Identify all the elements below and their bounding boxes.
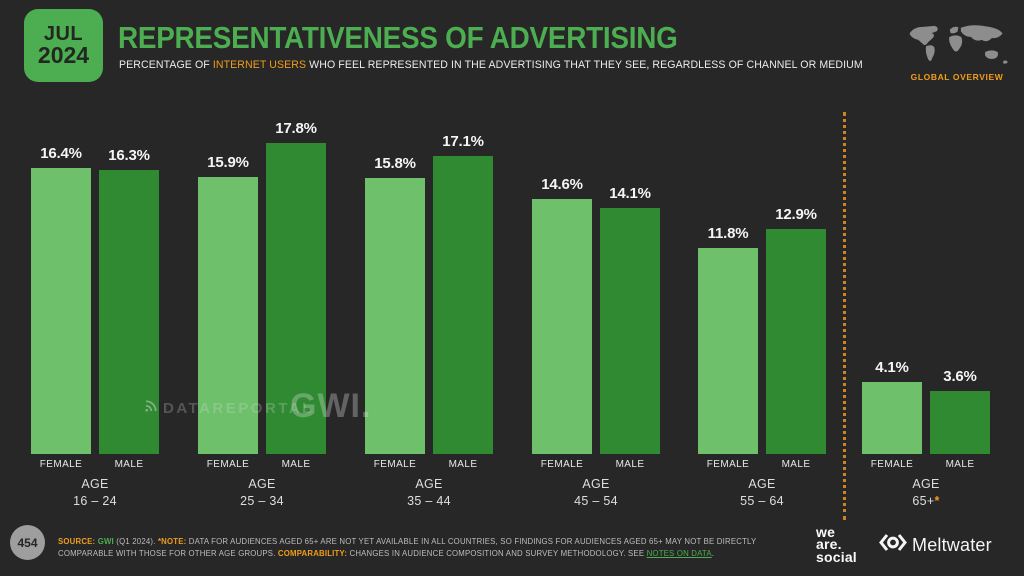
bar-female (365, 178, 425, 454)
bar-male (600, 208, 660, 454)
bars: 16.4% 16.3% (31, 99, 159, 454)
we-are-social-line: social (816, 548, 857, 565)
female-label: FEMALE (39, 459, 83, 470)
world-map-icon (902, 22, 1012, 68)
value-label-male: 17.1% (442, 133, 484, 150)
value-label-female: 15.8% (374, 155, 416, 172)
bar-male (766, 229, 826, 454)
bar-group-25---34: FEMALE MALE 15.9% 17.8% AGE 25 – 34 (198, 99, 326, 519)
page-subtitle: PERCENTAGE OF INTERNET USERS WHO FEEL RE… (119, 59, 863, 71)
male-label: MALE (945, 459, 975, 470)
bar-group-55---64: FEMALE MALE 11.8% 12.9% AGE 55 – 64 (698, 99, 826, 519)
source-note-segment: SOURCE: (58, 537, 98, 546)
meltwater-logo: Meltwater (878, 533, 992, 557)
source-note-segment: DATA FOR AUDIENCES AGED 65+ ARE NOT YET … (58, 537, 757, 559)
male-label: MALE (448, 459, 478, 470)
female-label: FEMALE (373, 459, 417, 470)
value-label-male: 12.9% (775, 206, 817, 223)
value-label-male: 3.6% (943, 368, 977, 385)
page-title: REPRESENTATIVENESS OF ADVERTISING (118, 20, 678, 55)
value-label-male: 14.1% (609, 185, 651, 202)
bar-male (930, 391, 990, 454)
bars: 4.1% 3.6% (862, 99, 990, 454)
gwi-watermark: GWI. (290, 387, 372, 425)
bar-female (198, 177, 258, 454)
global-overview: GLOBAL OVERVIEW (902, 22, 1012, 82)
value-label-male: 17.8% (275, 120, 317, 137)
age-group-label: AGE 65+* (912, 477, 940, 508)
female-label: FEMALE (206, 459, 250, 470)
female-label: FEMALE (540, 459, 584, 470)
age-65-divider (843, 112, 846, 520)
notes-on-data-link[interactable]: NOTES ON DATA (646, 549, 712, 559)
female-label: FEMALE (870, 459, 914, 470)
value-label-female: 16.4% (40, 145, 82, 162)
source-note-segment: *NOTE: (157, 537, 189, 546)
source-note-segment: (Q1 2024). (116, 537, 158, 546)
age-group-label: AGE 45 – 54 (574, 477, 618, 508)
bar-group-35---44: FEMALE MALE 15.8% 17.1% AGE 35 – 44 (365, 99, 493, 519)
subtitle-highlight: INTERNET USERS (212, 59, 307, 71)
datareportal-text: DATAREPORTAL (163, 400, 314, 417)
source-note-segment: CHANGES IN AUDIENCE COMPOSITION AND SURV… (349, 549, 647, 559)
we-are-social-line: are. (816, 536, 842, 553)
global-overview-label: GLOBAL OVERVIEW (910, 72, 1004, 82)
value-label-female: 14.6% (541, 176, 583, 193)
bar-female (862, 382, 922, 454)
value-label-female: 11.8% (707, 225, 749, 242)
bar-male (433, 156, 493, 454)
male-label: MALE (114, 459, 144, 470)
bars: 15.8% 17.1% (365, 99, 493, 454)
source-note-segment: GWI (97, 537, 117, 546)
bar-male (99, 170, 159, 454)
datareportal-icon (143, 399, 158, 418)
source-note-segment: . (711, 549, 715, 559)
source-note-segment: COMPARABILITY: (277, 549, 350, 559)
date-badge: JUL 2024 (24, 9, 103, 82)
we-are-social-line: we (816, 524, 836, 540)
bar-group-45---54: FEMALE MALE 14.6% 14.1% AGE 45 – 54 (532, 99, 660, 519)
bar-female (31, 168, 91, 454)
meltwater-text: Meltwater (912, 534, 992, 555)
bars: 15.9% 17.8% (198, 99, 326, 454)
male-label: MALE (615, 459, 645, 470)
age-group-label: AGE 25 – 34 (240, 477, 284, 508)
male-label: MALE (281, 459, 311, 470)
value-label-male: 16.3% (108, 147, 150, 164)
age-group-label: AGE 16 – 24 (73, 477, 117, 508)
we-are-social-logo: we are. social (816, 524, 857, 565)
date-month: JUL (43, 22, 84, 45)
bar-male (266, 143, 326, 454)
bar-group-16---24: FEMALE MALE 16.4% 16.3% AGE 16 – 24 (31, 99, 159, 519)
value-label-female: 15.9% (207, 154, 249, 171)
source-note: SOURCE: GWI (Q1 2024). *NOTE: DATA FOR A… (58, 536, 798, 560)
meltwater-icon (878, 533, 908, 557)
datareportal-watermark: DATAREPORTAL (143, 399, 314, 418)
bar-female (698, 248, 758, 454)
bars: 14.6% 14.1% (532, 99, 660, 454)
subtitle-post: WHO FEEL REPRESENTED IN THE ADVERTISING … (306, 59, 863, 71)
male-label: MALE (781, 459, 811, 470)
date-year: 2024 (37, 41, 90, 68)
age-group-label: AGE 55 – 64 (740, 477, 784, 508)
female-label: FEMALE (706, 459, 750, 470)
bar-group-65+: FEMALE MALE 4.1% 3.6% AGE 65+* (862, 99, 990, 519)
bar-chart: FEMALE MALE 16.4% 16.3% AGE 16 – 24 FEMALE MALE… (0, 99, 1024, 519)
bar-female (532, 199, 592, 454)
bars: 11.8% 12.9% (698, 99, 826, 454)
value-label-female: 4.1% (875, 359, 909, 376)
page-number-badge: 454 (10, 525, 45, 560)
age-group-label: AGE 35 – 44 (407, 477, 451, 508)
subtitle-pre: PERCENTAGE OF (119, 59, 213, 71)
